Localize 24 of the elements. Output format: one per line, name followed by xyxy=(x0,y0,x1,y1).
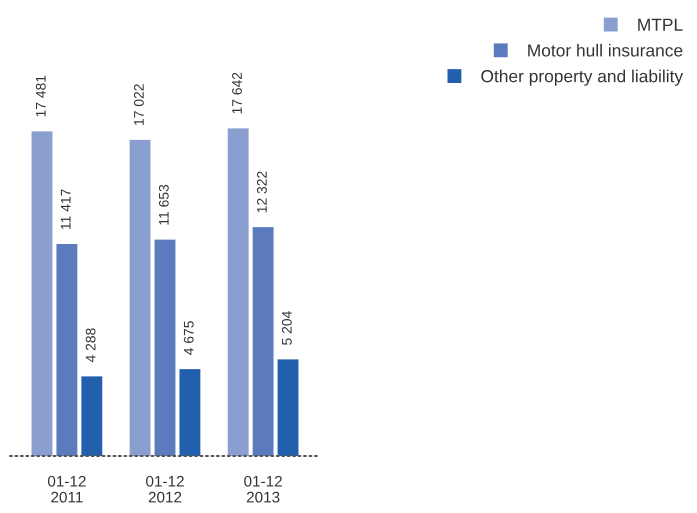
bar xyxy=(32,131,52,456)
data-label: 17 481 xyxy=(36,76,46,116)
data-label: 12 322 xyxy=(256,172,267,212)
data-label: 5 204 xyxy=(282,311,292,345)
bar xyxy=(252,227,274,456)
bar xyxy=(228,128,249,456)
bar xyxy=(56,244,78,456)
data-label: 17 642 xyxy=(232,72,242,114)
legend-label: Other property and liability xyxy=(481,70,684,86)
bar xyxy=(154,240,176,456)
data-label: 11 417 xyxy=(60,189,70,230)
data-label: 17 022 xyxy=(134,84,144,125)
bar xyxy=(130,140,151,456)
x-tick-label: 01-12 2013 xyxy=(244,476,282,503)
x-tick-label: 01-12 2011 xyxy=(48,476,86,503)
data-label: 4 288 xyxy=(86,328,96,362)
bar xyxy=(278,359,298,456)
legend-label: MTPL xyxy=(638,18,683,31)
bar xyxy=(81,376,102,456)
legend-label: Motor hull insurance xyxy=(528,44,682,57)
data-label: 11 653 xyxy=(158,184,169,225)
bar xyxy=(179,369,200,456)
x-tick-label: 01-12 2012 xyxy=(146,476,184,503)
data-label: 4 675 xyxy=(184,321,194,355)
